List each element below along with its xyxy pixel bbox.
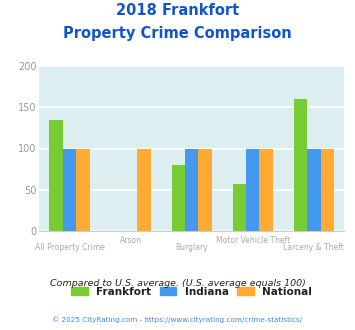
Bar: [185, 148, 198, 231]
Text: Compared to U.S. average. (U.S. average equals 100): Compared to U.S. average. (U.S. average …: [50, 279, 305, 288]
Bar: [294, 99, 307, 231]
Bar: [137, 148, 151, 231]
Bar: [246, 148, 260, 231]
Bar: [260, 148, 273, 231]
Bar: [307, 148, 321, 231]
Bar: [76, 148, 90, 231]
Text: © 2025 CityRating.com - https://www.cityrating.com/crime-statistics/: © 2025 CityRating.com - https://www.city…: [53, 317, 302, 323]
Bar: [63, 148, 76, 231]
Text: Motor Vehicle Theft: Motor Vehicle Theft: [215, 236, 290, 245]
Bar: [198, 148, 212, 231]
Text: Larceny & Theft: Larceny & Theft: [283, 243, 344, 251]
Text: 2018 Frankfort: 2018 Frankfort: [116, 3, 239, 18]
Bar: [321, 148, 334, 231]
Bar: [233, 184, 246, 231]
Text: Burglary: Burglary: [175, 243, 208, 251]
Text: All Property Crime: All Property Crime: [35, 243, 104, 251]
Text: Arson: Arson: [120, 236, 142, 245]
Bar: [171, 165, 185, 231]
Text: Property Crime Comparison: Property Crime Comparison: [63, 26, 292, 41]
Bar: [49, 120, 63, 231]
Legend: Frankfort, Indiana, National: Frankfort, Indiana, National: [67, 282, 316, 301]
